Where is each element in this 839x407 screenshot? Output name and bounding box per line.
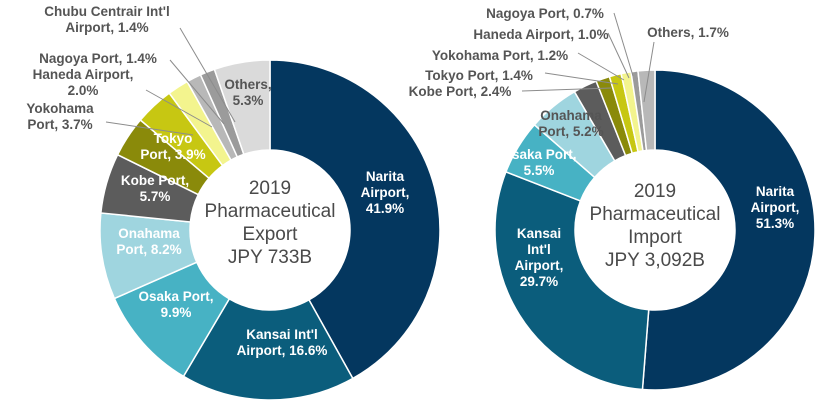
slice-label-nagoya-port: Nagoya Port, 0.7% xyxy=(486,6,604,21)
slice-others xyxy=(213,59,271,156)
slice-label-onahama-port: Onahama Port, 5.2% xyxy=(538,108,603,139)
slice-label-narita-airport: Narita Airport, 41.9% xyxy=(361,169,410,216)
slice-narita-airport xyxy=(641,69,816,391)
slice-label-tokyo-port: Tokyo Port, 3.9% xyxy=(140,131,205,162)
slice-label-osaka-port: Osaka Port, 5.5% xyxy=(501,147,576,178)
center-label: 2019 Pharmaceutical Import JPY 3,092B xyxy=(590,181,721,271)
slice-label-haneda-airport: Haneda Airport, 1.0% xyxy=(473,27,608,42)
leader-line xyxy=(577,52,625,81)
slice-label-yokohama-port: Yokohama Port, 3.7% xyxy=(26,101,94,132)
slice-label-narita-airport: Narita Airport, 51.3% xyxy=(751,184,800,231)
leader-line xyxy=(643,41,655,103)
slice-label-haneda-airport: Haneda Airport, 2.0% xyxy=(33,67,134,98)
leader-line xyxy=(179,27,236,123)
donut-chart-import: Narita Airport, 51.3% Kansai Int'l Airport, 29… xyxy=(409,6,816,391)
slice-label-others: Others, 5.3% xyxy=(224,77,271,108)
leader-line xyxy=(145,89,213,128)
slice-kansai-int-l-airport xyxy=(494,170,650,391)
slice-label-kansai-int-l-airport: Kansai Int'l Airport, 16.6% xyxy=(237,327,328,358)
slice-label-kobe-port: Kobe Port, 2.4% xyxy=(409,84,512,99)
slice-narita-airport xyxy=(269,59,441,380)
donut-chart-export: Narita Airport, 41.9% Kansai Int'l Airport, … xyxy=(26,4,441,401)
slice-label-osaka-port: Osaka Port, 9.9% xyxy=(138,289,213,320)
leader-line xyxy=(521,87,612,92)
leader-line xyxy=(613,12,634,77)
leader-line xyxy=(105,121,194,136)
slice-label-kansai-int-l-airport: Kansai Int'l Airport, 29.7% xyxy=(515,226,564,289)
slice-label-kobe-port: Kobe Port, 5.7% xyxy=(121,173,189,204)
center-label: 2019 Pharmaceutical Export JPY 733B xyxy=(205,178,336,268)
leader-line xyxy=(607,32,630,79)
slice-label-others: Others, 1.7% xyxy=(647,25,729,40)
slice-label-nagoya-port: Nagoya Port, 1.4% xyxy=(39,51,157,66)
leader-line xyxy=(169,59,225,125)
slice-others xyxy=(637,69,656,152)
slice-label-yokohama-port: Yokohama Port, 1.2% xyxy=(432,48,568,63)
slice-label-tokyo-port: Tokyo Port, 1.4% xyxy=(425,68,533,83)
slice-label-chubu-centrair-int-l-airport: Chubu Centrair Int'l Airport, 1.4% xyxy=(44,4,169,35)
slice-label-onahama-port: Onahama Port, 8.2% xyxy=(116,226,181,257)
leader-line xyxy=(544,72,619,85)
slice-kansai-int-l-airport xyxy=(182,297,354,401)
